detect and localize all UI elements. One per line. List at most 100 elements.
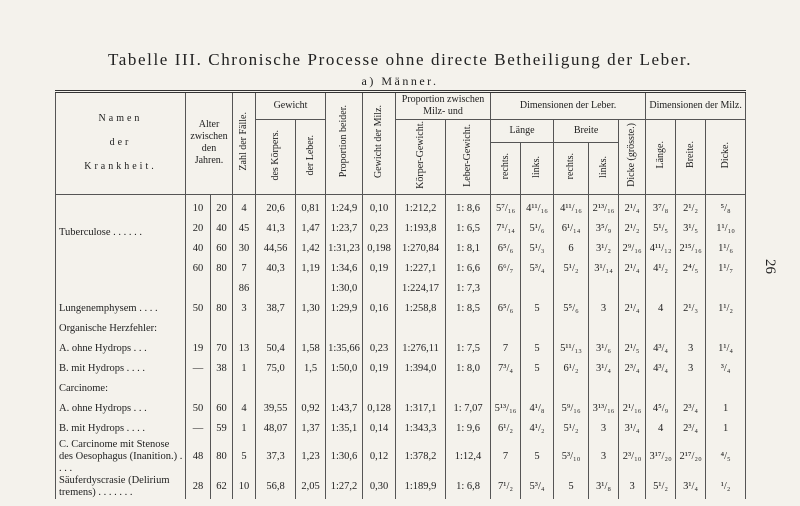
table-cell: 3	[588, 298, 620, 319]
row-label: C. Carcinome mit Stenose des Oesophagus …	[55, 438, 186, 475]
row-label: A. ohne Hydrops . . .	[55, 398, 186, 419]
table-cell	[645, 318, 677, 339]
header-text: rechts.	[565, 153, 577, 180]
table-cell: 60	[209, 238, 234, 259]
table-cell: 7¹/₁₄	[490, 218, 522, 239]
table-cell: 1: 7,07	[445, 398, 492, 419]
table-cell: 2¹/₂	[675, 194, 707, 219]
header-text: Dicke (grösste.)	[626, 122, 638, 187]
table-cell: 1¹/₆	[705, 238, 747, 259]
table-cell: 1:31,23	[325, 238, 364, 259]
row-label: Lungenemphysem . . . .	[55, 298, 186, 319]
table-cell: 7	[490, 338, 522, 359]
table-cell: 6⁵/₆	[490, 298, 522, 319]
table-cell: 1:12,4	[445, 438, 492, 475]
table-cell	[295, 278, 327, 299]
table-cell: 1: 6,8	[445, 474, 492, 499]
table-cell: 1:224,17	[395, 278, 447, 299]
table-cell	[588, 318, 620, 339]
table-cell: ³/₄	[705, 358, 747, 379]
table-cell: 13	[232, 338, 257, 359]
table-cell: 1: 8,1	[445, 238, 492, 259]
table-cell: 50,4	[255, 338, 297, 359]
table-cell	[295, 318, 327, 339]
table-row: B. mit Hydrops . . . . —38 1 75,0 1,5 1:50,0 0…	[55, 358, 747, 379]
table-cell: 0,14	[362, 418, 397, 439]
table-cell: 10	[232, 474, 257, 499]
table-cell: 2¹/₃	[675, 298, 707, 319]
table-cell: 3¹/₄	[675, 474, 707, 499]
table-cell: 1,19	[295, 258, 327, 279]
row-label: Säuferdyscrasie (Delirium tremens) . . .…	[55, 474, 186, 499]
table-cell: 6¹/₂	[553, 358, 590, 379]
table-cell: 6⁶/₇	[490, 258, 522, 279]
table-cell: ¹/₂	[705, 474, 747, 499]
table-cell: 4	[645, 298, 677, 319]
table-cell: 1:24,9	[325, 194, 364, 219]
table-cell: 1:394,0	[395, 358, 447, 379]
table-cell: 1¹/₄	[705, 338, 747, 359]
table-cell	[362, 378, 397, 399]
table-cell: 1:189,9	[395, 474, 447, 499]
table-cell: 48,07	[255, 418, 297, 439]
title: Tabelle III. Chronische Processe ohne di…	[107, 50, 693, 69]
table-cell: 5¹/₅	[645, 218, 677, 239]
table-cell	[618, 378, 647, 399]
table-cell: 3⁷/₈	[645, 194, 677, 219]
table-cell: 5³/₄	[520, 474, 555, 499]
table-cell: —	[185, 418, 211, 439]
table-cell	[325, 318, 364, 339]
table-cell	[185, 378, 211, 399]
table-cell	[520, 318, 555, 339]
table-cell: 62	[209, 474, 234, 499]
table-cell: 0,12	[362, 438, 397, 475]
table-row: Carcinome:	[55, 378, 747, 399]
header-cell: des Körpers.	[255, 119, 297, 195]
table-cell	[588, 278, 620, 299]
table-cell: 5³/₁₀	[553, 438, 590, 475]
table-cell: 1,47	[295, 218, 327, 239]
table-cell	[232, 318, 257, 339]
table-cell	[295, 378, 327, 399]
table-cell: 3¹/₁₄	[588, 258, 620, 279]
table-cell: 3¹/₄	[618, 418, 647, 439]
header-text: des Körpers.	[269, 129, 281, 181]
table-cell	[255, 318, 297, 339]
table-cell: 4¹/₈	[520, 398, 555, 419]
table-cell: 19	[185, 338, 211, 359]
table-cell	[209, 278, 234, 299]
table-cell: 2¹/₄	[618, 258, 647, 279]
table-cell: 1:43,7	[325, 398, 364, 419]
header-cell: links.	[520, 142, 555, 195]
table-cell: 2¹⁷/₂₀	[675, 438, 707, 475]
table-cell: 80	[209, 258, 234, 279]
table-cell: ⁵/₈	[705, 194, 747, 219]
table-cell	[520, 278, 555, 299]
table-cell: 4¹/₂	[645, 258, 677, 279]
table-cell	[520, 378, 555, 399]
table-cell: 3¹/₂	[588, 238, 620, 259]
header-cell: Dimensionen der Leber.	[490, 91, 647, 120]
table-cell: 1:34,6	[325, 258, 364, 279]
table-cell: 2¹/₁₆	[618, 398, 647, 419]
table-cell: 1¹/₇	[705, 258, 747, 279]
header-text: Breite.	[684, 141, 696, 169]
table-cell: 38	[209, 358, 234, 379]
header-text: der	[109, 137, 132, 149]
table-cell: 0,92	[295, 398, 327, 419]
table-cell: 41,3	[255, 218, 297, 239]
table-cell: 80	[209, 298, 234, 319]
table-cell	[445, 378, 492, 399]
table-cell: 37,3	[255, 438, 297, 475]
header-text: Leber-Gewicht.	[462, 123, 474, 187]
table-cell: 1:23,7	[325, 218, 364, 239]
table-cell: 20,6	[255, 194, 297, 219]
table-cell: 50	[185, 298, 211, 319]
table-cell: 2³/₁₀	[618, 438, 647, 475]
table-cell: 2³/₄	[618, 358, 647, 379]
table-cell: 3	[618, 474, 647, 499]
table-cell: 0,19	[362, 258, 397, 279]
table-cell: 5¹/₂	[553, 258, 590, 279]
table-cell: 7	[490, 438, 522, 475]
table-cell: 44,56	[255, 238, 297, 259]
